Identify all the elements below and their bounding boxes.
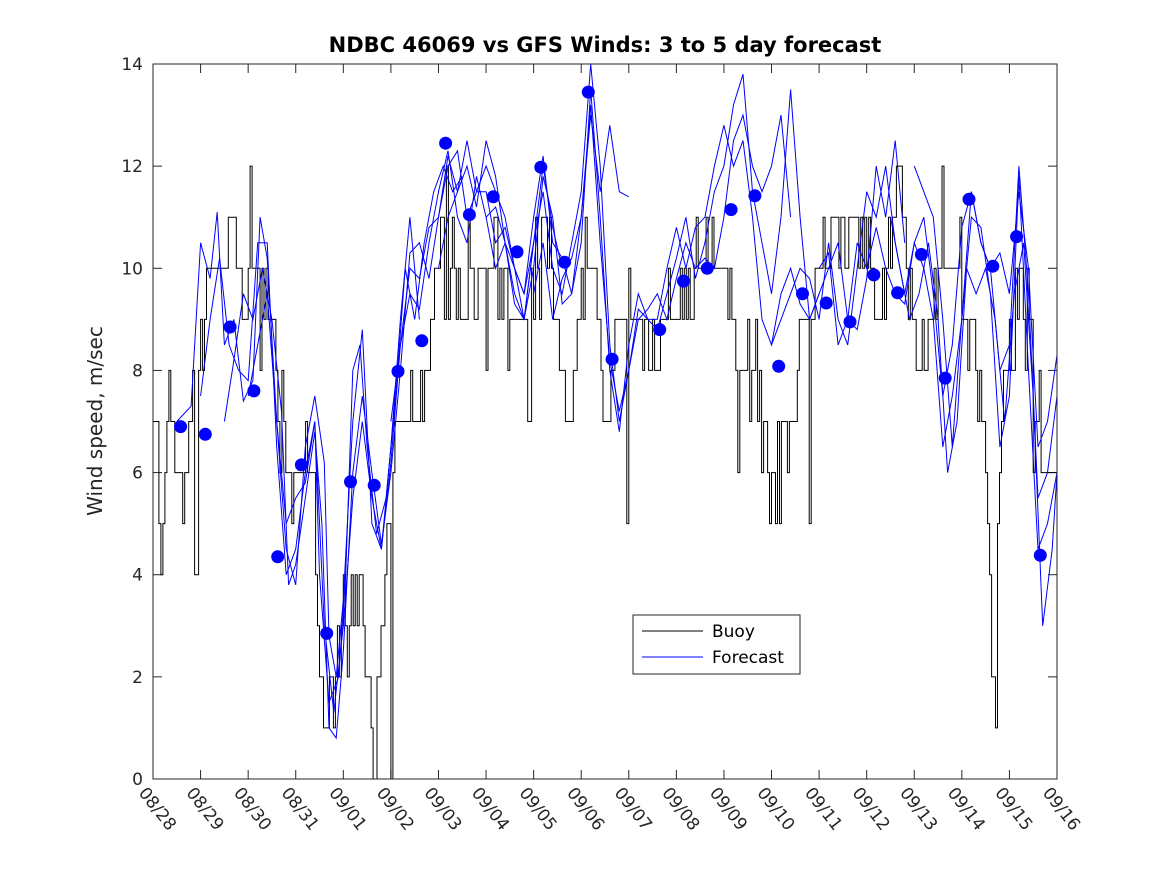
legend-buoy-label: Buoy [712,622,755,642]
forecast-run-line [913,165,1058,499]
y-tick-label: 8 [132,361,143,381]
forecast-point [867,268,881,282]
forecast-run-line [818,176,1058,550]
axes-box [152,63,1058,780]
forecast-point [439,136,453,150]
forecast-point [914,248,928,261]
forecast-point [391,364,405,378]
forecast-point [174,420,188,434]
forecast-run-line [176,212,420,677]
forecast-point [247,384,261,398]
forecast-point [891,286,905,300]
forecast-point [320,626,334,640]
forecast-point [510,245,524,259]
y-tick-label: 2 [132,668,143,688]
forecast-point [367,478,381,492]
forecast-run-line [247,150,563,713]
legend-box [632,614,801,675]
forecast-point [819,296,833,310]
forecast-point [796,287,809,301]
forecast-point [724,203,738,217]
forecast-point [772,359,786,373]
y-axis-label: Wind speed, m/sec [83,326,107,516]
plot-area [153,63,1058,780]
y-tick-label: 10 [121,259,143,279]
forecast-point [605,352,619,366]
forecast-point [486,190,500,204]
forecast-run-line [200,164,463,703]
forecast-point [843,315,857,329]
forecast-point [581,85,595,99]
forecast-point [534,160,548,174]
forecast-point [462,208,476,222]
chart-title: NDBC 46069 vs GFS Winds: 3 to 5 day fore… [329,33,882,57]
forecast-point [415,334,429,348]
forecast-point [700,261,714,275]
forecast-point [938,371,952,385]
forecast-point [677,274,690,288]
forecast-point [344,475,357,489]
y-tick-label: 6 [132,464,143,484]
forecast-point [748,189,762,203]
forecast-point [962,192,976,206]
y-tick-label: 12 [121,157,143,177]
forecast-point [1010,230,1024,244]
forecast-point [223,320,237,334]
legend: Buoy Forecast [632,614,801,675]
forecast-run-line [533,104,906,412]
y-tick-label: 4 [132,566,143,586]
forecast-point [294,458,308,472]
forecast-point [558,255,572,269]
forecast-point [1033,548,1047,562]
forecast-run-line [485,74,820,432]
forecast-point [271,550,285,564]
forecast-point [653,323,667,337]
y-tick-label: 0 [132,770,143,790]
forecast-run-line [390,115,630,422]
forecast-point [198,427,212,441]
y-tick-label: 14 [121,55,143,75]
legend-forecast-label: Forecast [712,648,784,668]
forecast-point [986,259,1000,273]
